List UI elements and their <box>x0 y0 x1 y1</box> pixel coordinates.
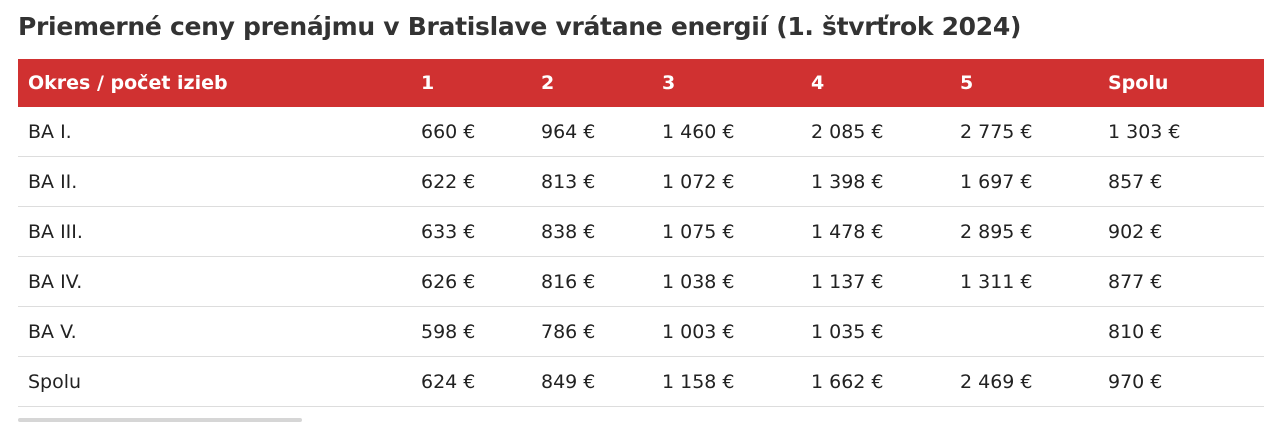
row-label: BA I. <box>18 107 411 157</box>
table-row: BA IV. 626 €816 €1 038 €1 137 €1 311 €877… <box>18 256 1264 307</box>
table-row: BA II. 622 €813 €1 072 €1 398 €1 697 €857… <box>18 156 1264 207</box>
cell: 598 € <box>411 306 531 357</box>
cell: 786 € <box>531 306 652 357</box>
cell: 2 895 € <box>950 206 1098 257</box>
cell: 660 € <box>411 107 531 157</box>
cell: 2 775 € <box>950 107 1098 157</box>
table-row: Spolu 624 €849 €1 158 €1 662 €2 469 €970 … <box>18 356 1264 407</box>
header-cell: 4 <box>801 59 950 107</box>
cell: 902 € <box>1098 206 1264 257</box>
header-cell: 1 <box>411 59 531 107</box>
header-cell: 2 <box>531 59 652 107</box>
row-label: BA II. <box>18 156 411 207</box>
cell: 1 158 € <box>652 356 801 407</box>
table-row: BA V. 598 €786 €1 003 €1 035 € 810 € <box>18 306 1264 357</box>
row-label: BA V. <box>18 306 411 357</box>
row-label: BA IV. <box>18 256 411 307</box>
row-label: Spolu <box>18 356 411 407</box>
cell: 1 662 € <box>801 356 950 407</box>
cell: 2 469 € <box>950 356 1098 407</box>
cell: 1 303 € <box>1098 107 1264 157</box>
header-cell: 3 <box>652 59 801 107</box>
cell: 1 072 € <box>652 156 801 207</box>
price-table: Okres / počet izieb 1 2 3 4 5 Spolu BA I. 660 €… <box>18 59 1264 407</box>
cell: 1 697 € <box>950 156 1098 207</box>
cell: 877 € <box>1098 256 1264 307</box>
table-row: BA III. 633 €838 €1 075 €1 478 €2 895 €90… <box>18 206 1264 257</box>
cell: 970 € <box>1098 356 1264 407</box>
table-row: BA I. 660 €964 €1 460 €2 085 €2 775 €1 30… <box>18 107 1264 157</box>
cell: 1 311 € <box>950 256 1098 307</box>
cell: 1 035 € <box>801 306 950 357</box>
cell: 964 € <box>531 107 652 157</box>
cell: 838 € <box>531 206 652 257</box>
cell: 1 137 € <box>801 256 950 307</box>
header-cell: Okres / počet izieb <box>18 59 411 107</box>
cell: 1 398 € <box>801 156 950 207</box>
cell: 633 € <box>411 206 531 257</box>
cell <box>950 306 1098 357</box>
header-cell: Spolu <box>1098 59 1264 107</box>
cell: 1 038 € <box>652 256 801 307</box>
row-label: BA III. <box>18 206 411 257</box>
cell: 1 075 € <box>652 206 801 257</box>
cell: 849 € <box>531 356 652 407</box>
cell: 2 085 € <box>801 107 950 157</box>
cell: 857 € <box>1098 156 1264 207</box>
cell: 626 € <box>411 256 531 307</box>
cell: 1 003 € <box>652 306 801 357</box>
cell: 1 460 € <box>652 107 801 157</box>
scrollbar[interactable] <box>18 418 302 422</box>
table-title: Priemerné ceny prenájmu v Bratislave vrá… <box>18 12 1022 41</box>
table-body: BA I. 660 €964 €1 460 €2 085 €2 775 €1 30… <box>18 107 1264 407</box>
header-row: Okres / počet izieb 1 2 3 4 5 Spolu <box>18 59 1264 107</box>
cell: 622 € <box>411 156 531 207</box>
header-cell: 5 <box>950 59 1098 107</box>
cell: 813 € <box>531 156 652 207</box>
cell: 624 € <box>411 356 531 407</box>
cell: 816 € <box>531 256 652 307</box>
cell: 1 478 € <box>801 206 950 257</box>
cell: 810 € <box>1098 306 1264 357</box>
